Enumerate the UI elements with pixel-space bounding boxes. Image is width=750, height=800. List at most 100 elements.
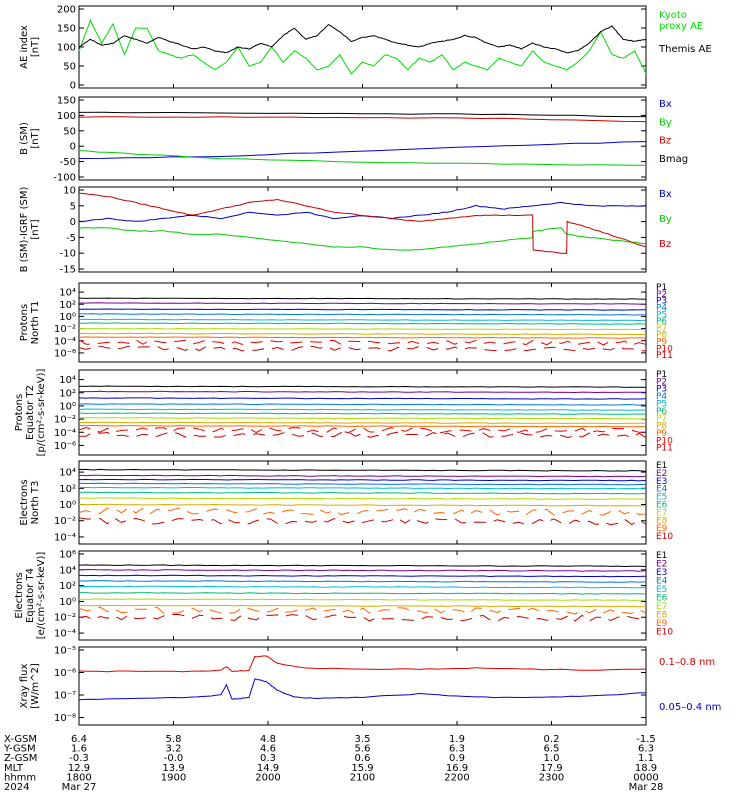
channel-line [78,606,647,615]
legend-entry: 0.05–0.4 nm [659,702,721,713]
legend-entry: E10 [656,532,673,542]
y-tick-label: 10⁻⁵ [54,646,76,657]
channel-line [78,302,647,305]
legend-entry: P7 [656,414,667,424]
axis-row-label: Y-GSM [3,744,36,755]
axis-row-value: 2100 [350,772,375,783]
legend-entry: E8 [656,516,668,526]
legend-entry: P5 [656,310,667,320]
channel-line [78,614,647,622]
y-tick-label: 100 [57,43,76,54]
channel-line [78,336,647,339]
legend-entry: P3 [656,385,667,395]
legend-entry: proxy AE [659,21,703,32]
legend-entry: P6 [656,317,667,327]
legend-entry: E5 [656,585,667,595]
axis-row-value: 0.9 [449,753,465,764]
y-axis-label: Protons [14,394,25,431]
channel-line [79,592,647,595]
series-line [78,141,647,159]
y-tick-label: 10⁻⁴ [54,336,76,347]
panel-2: B (SM) [nT] [19,96,647,181]
legend-entry: P11 [656,351,673,361]
legend-entry: Bz [659,136,671,147]
y-tick-label: 10⁴ [59,468,76,479]
y-tick-label: 10² [59,581,76,592]
y-axis-label: [nT] [30,37,41,57]
axis-row-value: -1.5 [636,734,656,745]
channel-line [78,313,647,316]
legend-entry: P2 [656,377,667,387]
legend-entry: Bmag [659,154,688,165]
y-tick-label: -100 [53,173,76,184]
legend-entry: E2 [656,469,667,479]
series-line [79,201,647,222]
legend-entry: P10 [656,436,673,446]
axis-row-label: X-GSM [4,734,37,745]
axis-row-value: 5.6 [355,744,371,755]
channel-line [78,297,647,300]
y-axis-label: North T3 [30,481,41,525]
axis-row-value: 3.2 [166,744,182,755]
legend-entry: P11 [656,444,673,454]
axis-row-value: 0000 [633,772,658,783]
legend-entry: P1 [656,370,667,380]
y-axis-label: [nT] [30,219,41,239]
legend-entry: P7 [656,324,667,334]
axis-row-value: Mar 27 [62,782,97,793]
channel-line [78,497,647,500]
legend-entry: Bx [659,99,672,110]
y-tick-label: -50 [60,157,76,168]
channel-line [78,507,647,516]
panel-frame [78,5,647,89]
series-line [78,655,647,673]
y-tick-label: 50 [63,126,76,137]
panel-frame [78,550,647,641]
axis-row-label: MLT [4,763,24,774]
y-tick-label: 10 [63,186,76,197]
legend-entry: Themis AE [658,44,712,55]
channel-line [78,482,646,486]
y-axis-label: [nT] [30,128,41,148]
y-tick-label: 10⁻⁴ [54,532,76,543]
axis-row-value: 1.9 [449,734,465,745]
y-tick-label: 10² [59,388,76,399]
y-tick-label: -15 [60,265,76,276]
y-tick-label: 200 [57,5,76,16]
panel-frame [78,96,647,181]
channel-line [78,478,647,482]
y-axis-label: Electrons [14,572,25,618]
y-tick-label: 10⁰ [59,401,76,412]
axis-row-value: 3.5 [355,734,371,745]
channel-line [78,318,647,322]
channel-line [78,424,647,428]
y-tick-label: 10⁻⁷ [54,691,76,702]
y-tick-label: 50 [63,62,76,73]
y-tick-label: 10⁰ [59,597,76,608]
legend-entry: E1 [656,551,667,561]
panel-frame [78,646,647,726]
y-axis-label: B (SM) [19,122,30,155]
y-tick-label: 10² [59,484,76,495]
axis-row-value: 6.4 [71,734,87,745]
y-tick-label: 10⁻⁴ [54,428,76,439]
axis-row-value: 1.1 [638,753,654,764]
axis-row-value: 15.9 [351,763,373,774]
axis-row-value: 2200 [444,772,469,783]
legend-entry: E7 [656,602,667,612]
legend-entry: E5 [656,493,667,503]
channel-line [78,574,647,578]
series-line [78,192,647,255]
legend-entry: E9 [656,619,668,629]
y-tick-label: 10⁻⁶ [54,668,76,679]
panel-5: Protons Equator T2 [p/(cm²-s-sr-keV)] [14,369,647,456]
panel-frame [78,460,647,545]
channel-line [78,486,647,490]
channel-line [78,345,647,352]
axis-row-value: 6.5 [544,744,560,755]
y-tick-label: 10⁻⁴ [54,629,76,640]
y-tick-label: 0 [70,217,76,228]
y-tick-label: 10⁶ [59,550,76,561]
legend-entry: P5 [656,399,667,409]
y-tick-label: 150 [57,96,76,107]
